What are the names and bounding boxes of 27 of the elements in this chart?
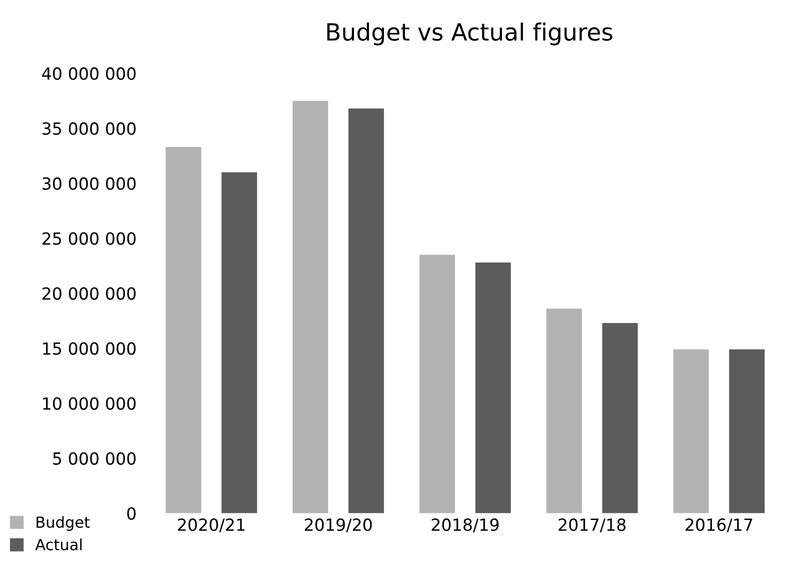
x-tick-label: 2018/19 [432,518,499,532]
bar [602,322,638,514]
bar [546,308,582,514]
chart-title: Budget vs Actual figures [327,22,612,46]
x-tick-label: 2020/21 [178,518,244,532]
bar [419,254,456,514]
y-tick-label: 0 [127,507,136,520]
y-tick-label: 10 000 000 [43,397,136,410]
x-tick-label: 2017/18 [558,518,626,532]
bar [673,349,709,514]
bar [166,147,202,514]
x-tick-label: 2019/20 [304,518,372,532]
bar [348,108,384,514]
y-tick-label: 35 000 000 [42,122,136,135]
y-tick-label: 40 000 000 [42,67,136,80]
bar [292,100,328,514]
bar [475,262,511,514]
y-tick-label: 30 000 000 [42,177,136,190]
legend-label: Budget [36,516,90,531]
y-tick-label: 25 000 000 [42,232,136,245]
bar [729,349,765,514]
y-tick-label: 5 000 000 [53,452,136,465]
x-tick-label: 2016/17 [686,518,752,532]
y-tick-label: 15 000 000 [43,342,136,355]
y-tick-label: 20 000 000 [42,287,136,300]
bar [222,172,258,514]
legend-label: Actual [35,538,82,550]
